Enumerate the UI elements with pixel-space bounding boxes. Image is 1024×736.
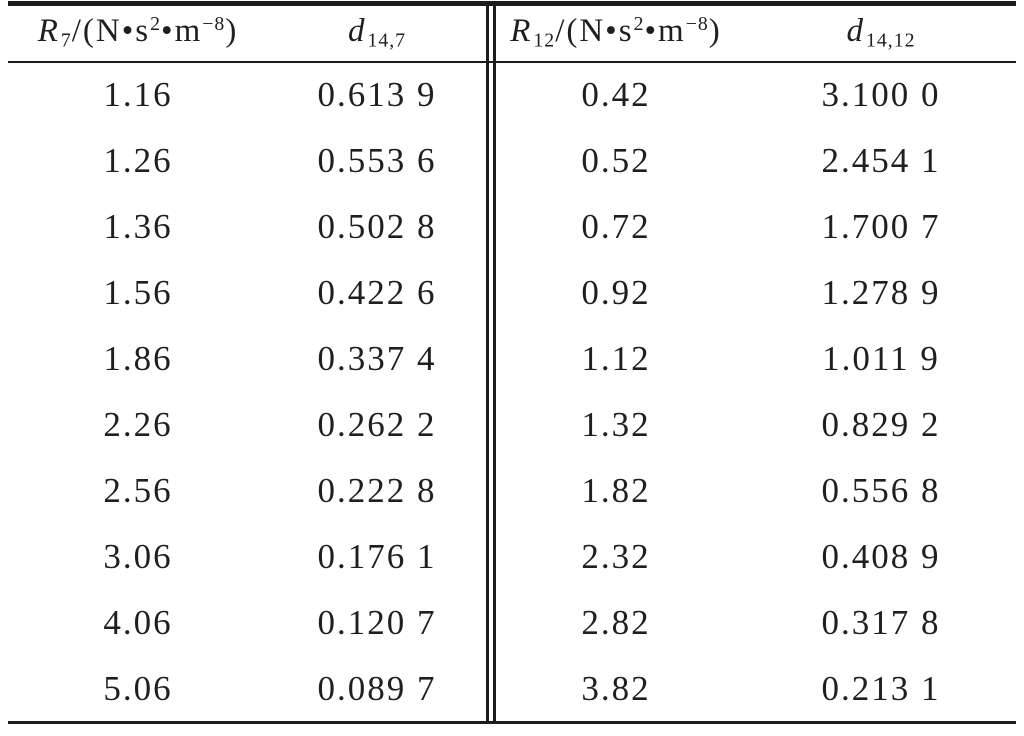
column-header-d14-12: d14,12: [746, 3, 1016, 63]
table-cell: 1.16: [103, 75, 173, 115]
table-cell: 0.317 8: [821, 603, 941, 643]
table-cell: 1.12: [581, 338, 651, 378]
table-cell: 2.454 1: [821, 140, 941, 180]
table-cell: 2.26: [103, 405, 173, 445]
table-body: 1.16 0.613 9 0.42 3.100 0 1.26 0.553 6 0.52 2.4…: [8, 62, 1016, 723]
table-cell: 0.553 6: [317, 140, 437, 180]
table-row: 1.56 0.422 6 0.92 1.278 9: [8, 260, 1016, 326]
table-cell: 0.72: [581, 206, 651, 246]
table-row: 1.86 0.337 4 1.12 1.011 9: [8, 326, 1016, 392]
table-cell: 2.32: [581, 537, 651, 577]
column-header-d14-7: d14,7: [268, 3, 486, 63]
table-cell: 3.100 0: [821, 75, 941, 115]
table-header: R7/(N•s2•m−8) d14,7 R12/(N•s2•m−8) d14,12: [8, 3, 1016, 63]
table-cell: 0.92: [581, 272, 651, 312]
data-table: R7/(N•s2•m−8) d14,7 R12/(N•s2•m−8) d14,12 1…: [8, 1, 1016, 724]
table-cell: 1.700 7: [821, 206, 941, 246]
table-cell: 0.089 7: [317, 668, 437, 708]
table-cell: 1.011 9: [822, 338, 940, 378]
table-cell: 1.56: [103, 272, 173, 312]
table-cell: 0.337 4: [317, 338, 437, 378]
table-row: 2.26 0.262 2 1.32 0.829 2: [8, 392, 1016, 458]
column-header-R12-with-unit: R12/(N•s2•m−8): [486, 3, 746, 63]
table-cell: 0.222 8: [317, 471, 437, 511]
table-row: 5.06 0.089 7 3.82 0.213 1: [8, 656, 1016, 722]
table-cell: 0.262 2: [317, 405, 437, 445]
table-cell: 0.42: [581, 75, 651, 115]
table-cell: 4.06: [103, 603, 173, 643]
table-cell: 1.26: [103, 140, 173, 180]
table-row: 1.36 0.502 8 0.72 1.700 7: [8, 194, 1016, 260]
center-double-rule-left: [486, 1, 489, 724]
table-cell: 1.82: [581, 471, 651, 511]
table-header-row: R7/(N•s2•m−8) d14,7 R12/(N•s2•m−8) d14,12: [8, 3, 1016, 63]
table-cell: 0.213 1: [821, 668, 941, 708]
table-cell: 0.422 6: [317, 272, 437, 312]
table-cell: 0.120 7: [317, 603, 437, 643]
table-cell: 1.36: [103, 206, 173, 246]
table-cell: 3.06: [103, 537, 173, 577]
table-cell: 0.829 2: [821, 405, 941, 445]
table-cell: 1.86: [103, 338, 173, 378]
column-header-R7-with-unit: R7/(N•s2•m−8): [8, 3, 268, 63]
table-cell: 0.408 9: [821, 537, 941, 577]
table-cell: 2.82: [581, 603, 651, 643]
table-row: 3.06 0.176 1 2.32 0.408 9: [8, 524, 1016, 590]
table-cell: 3.82: [581, 668, 651, 708]
table-cell: 1.32: [581, 405, 651, 445]
table-row: 1.26 0.553 6 0.52 2.454 1: [8, 128, 1016, 194]
table-cell: 0.52: [581, 140, 651, 180]
table-cell: 0.502 8: [317, 206, 437, 246]
table-row: 1.16 0.613 9 0.42 3.100 0: [8, 62, 1016, 128]
table-row: 2.56 0.222 8 1.82 0.556 8: [8, 458, 1016, 524]
table-cell: 0.556 8: [821, 471, 941, 511]
table-cell: 1.278 9: [821, 272, 941, 312]
center-double-rule-right: [493, 1, 496, 724]
table-row: 4.06 0.120 7 2.82 0.317 8: [8, 590, 1016, 656]
table-cell: 0.176 1: [317, 537, 437, 577]
table-cell: 0.613 9: [317, 75, 437, 115]
table-cell: 2.56: [103, 471, 173, 511]
table-cell: 5.06: [103, 668, 173, 708]
